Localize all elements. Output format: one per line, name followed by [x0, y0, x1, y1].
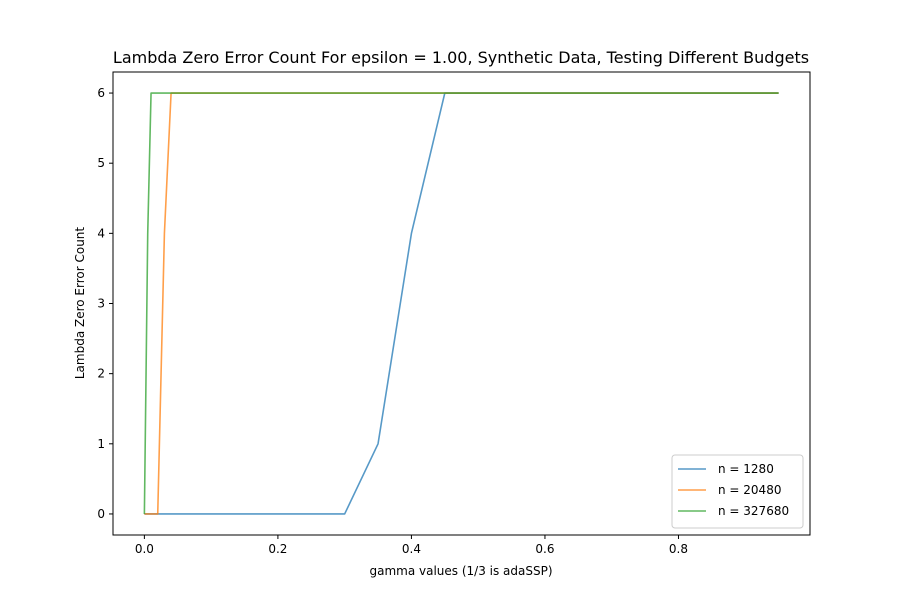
series-line-3 [143, 92, 779, 514]
x-tick-label: 0.8 [669, 542, 688, 556]
legend-frame [671, 454, 804, 529]
y-tick-label: 4 [97, 226, 105, 240]
y-axis-ticks: 0 1 2 3 4 5 6 [97, 86, 113, 521]
x-tick-label: 0.4 [402, 542, 421, 556]
legend-label-1: n = 1280 [718, 462, 774, 476]
y-tick-label: 3 [97, 297, 105, 311]
x-tick-label: 0.0 [135, 542, 154, 556]
x-tick-label: 0.2 [268, 542, 287, 556]
y-axis-title: Lambda Zero Error Count [73, 227, 87, 380]
x-axis-ticks: 0.0 0.2 0.4 0.6 0.8 [135, 535, 688, 556]
x-axis-title: gamma values (1/3 is adaSSP) [369, 564, 552, 578]
y-tick-label: 6 [97, 86, 105, 100]
series-layer [143, 92, 779, 515]
x-tick-label: 0.6 [535, 542, 554, 556]
legend-label-3: n = 327680 [718, 504, 789, 518]
y-tick-label: 5 [97, 156, 105, 170]
y-tick-label: 0 [97, 507, 105, 521]
chart-title: Lambda Zero Error Count For epsilon = 1.… [113, 48, 809, 67]
y-tick-label: 1 [97, 437, 105, 451]
legend: n = 1280 n = 20480 n = 327680 [671, 454, 804, 529]
y-tick-label: 2 [97, 367, 105, 381]
legend-label-2: n = 20480 [718, 483, 781, 497]
